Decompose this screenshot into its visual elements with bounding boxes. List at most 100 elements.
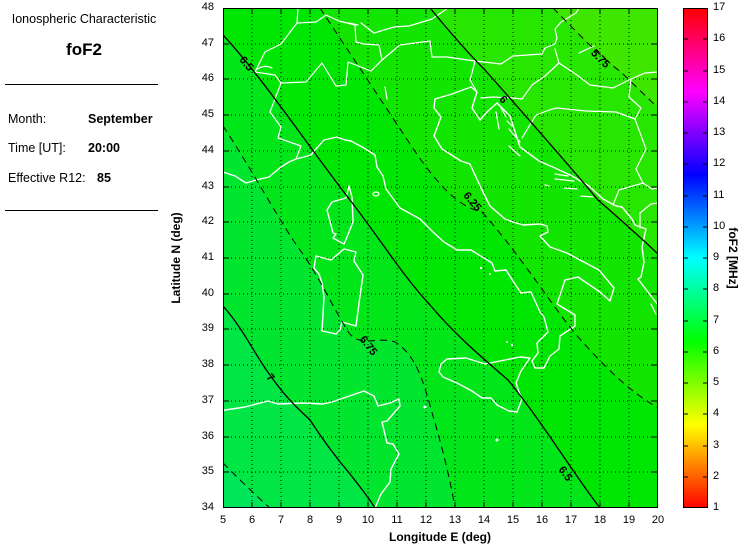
coastline-corsica <box>326 185 354 245</box>
colorbar-border <box>683 8 708 508</box>
y-tick-label: 40 <box>201 287 214 299</box>
x-tick-label: 17 <box>564 514 578 526</box>
border-basel-rhine <box>296 7 299 24</box>
panel-title: Ionospheric Characteristic <box>11 12 157 26</box>
x-tick-label: 10 <box>361 514 375 526</box>
cb-tick-label: 12 <box>713 157 726 169</box>
border-bosnia-north <box>521 107 636 139</box>
cb-tick-label: 17 <box>713 1 726 13</box>
x-tick-label: 14 <box>477 514 491 526</box>
y-tick-label: 41 <box>201 251 214 263</box>
map-svg: 6.5 6 5.75 6.25 6.75 7 6.5 <box>222 7 659 509</box>
contour-line-6.5-solid <box>222 34 601 509</box>
contour-line-7.25-dashed <box>222 462 271 509</box>
cb-tick-label: 5 <box>713 376 720 388</box>
border-austria-hungary <box>474 7 580 65</box>
colorbar-title: foF2 [MHz] <box>726 227 740 289</box>
coastline-mainland <box>222 86 659 369</box>
x-tick-label: 6 <box>248 514 256 526</box>
border-kosovo <box>642 182 659 190</box>
island-ischia <box>479 266 483 270</box>
y-tick-label: 48 <box>201 1 214 13</box>
border-switzerland <box>254 14 383 87</box>
y-tick-label: 42 <box>201 215 214 227</box>
map-plot-area: 6.5 6 5.75 6.25 6.75 7 6.5 <box>222 7 659 509</box>
x-tick-label: 7 <box>277 514 285 526</box>
month-label: Month: <box>8 112 47 126</box>
coastline-sicily <box>438 356 531 413</box>
y-tick-label: 46 <box>201 72 214 84</box>
island-cres <box>495 111 500 130</box>
lake-constance <box>348 22 359 26</box>
contour-line-6.75-dashed <box>222 125 456 509</box>
island-corfu <box>650 303 657 315</box>
cb-tick-label: 3 <box>713 439 720 451</box>
cb-tick-label: 2 <box>713 470 720 482</box>
island-mljet <box>580 195 594 198</box>
island-elba <box>372 191 380 197</box>
border-croatia-serbia <box>628 78 642 120</box>
island-hvar <box>554 178 575 182</box>
cb-tick-label: 7 <box>713 314 720 326</box>
border-germany-austria <box>360 7 449 34</box>
island-capri <box>489 273 491 275</box>
island-korcula <box>563 187 578 190</box>
x-tick-label: 15 <box>506 514 520 526</box>
border-france-italy <box>269 82 302 160</box>
contour-line-6.25-dashed <box>319 7 659 409</box>
y-tick-label: 39 <box>201 322 214 334</box>
band-7-7.25 <box>223 306 375 508</box>
coastline-sardinia <box>313 248 364 335</box>
y-tick-label: 36 <box>201 430 214 442</box>
cb-tick-label: 4 <box>713 407 720 419</box>
x-axis-title: Longitude E (deg) <box>389 530 491 544</box>
x-tick-label: 8 <box>306 514 314 526</box>
border-croatia-hungary <box>558 62 659 89</box>
characteristic-name: foF2 <box>66 40 102 59</box>
cb-tick-label: 1 <box>713 501 720 513</box>
x-tick-label: 9 <box>335 514 343 526</box>
island-rab <box>506 120 513 127</box>
colorbar-tick-marks <box>683 38 708 478</box>
border-italy-austria <box>381 40 476 62</box>
cb-tick-label: 16 <box>713 32 726 44</box>
y-tick-label: 34 <box>201 501 214 513</box>
colorbar <box>683 8 708 508</box>
x-tick-label: 16 <box>535 514 549 526</box>
x-tick-label: 18 <box>593 514 607 526</box>
lake-geneva <box>255 65 273 71</box>
lake-garda <box>384 86 388 100</box>
x-tick-label: 11 <box>391 514 403 526</box>
cb-tick-label: 11 <box>713 189 725 201</box>
island-pantelleria <box>423 405 427 409</box>
border-slovenia-croatia <box>480 48 560 100</box>
cb-tick-label: 10 <box>713 220 726 232</box>
panel-divider-bottom <box>5 210 158 211</box>
time-label: Time [UT]: <box>8 141 66 155</box>
contour-line-7-solid <box>222 305 376 509</box>
cb-tick-label: 15 <box>713 64 726 76</box>
island-vis <box>544 184 550 187</box>
island-salina <box>506 341 508 343</box>
island-krk <box>500 107 507 118</box>
cb-tick-label: 8 <box>713 282 720 294</box>
y-tick-label: 38 <box>201 358 214 370</box>
x-tick-label: 20 <box>651 514 665 526</box>
x-tick-label: 13 <box>448 514 462 526</box>
x-tick-label: 12 <box>419 514 433 526</box>
time-value: 20:00 <box>88 141 120 155</box>
y-tick-label: 45 <box>201 108 214 120</box>
y-tick-label: 37 <box>201 394 214 406</box>
border-montenegro-albania <box>639 202 659 229</box>
band-above-7.25 <box>223 463 270 508</box>
cb-tick-label: 9 <box>713 251 720 263</box>
month-value: September <box>88 112 153 126</box>
y-tick-label: 35 <box>201 465 214 477</box>
colorbar-svg <box>683 8 708 508</box>
panel-divider-top <box>5 84 158 85</box>
plot-border <box>223 8 658 508</box>
island-lipari <box>510 343 514 347</box>
x-tick-label: 19 <box>622 514 636 526</box>
r12-value: 85 <box>97 171 111 185</box>
border-bosnia-east <box>612 118 647 206</box>
